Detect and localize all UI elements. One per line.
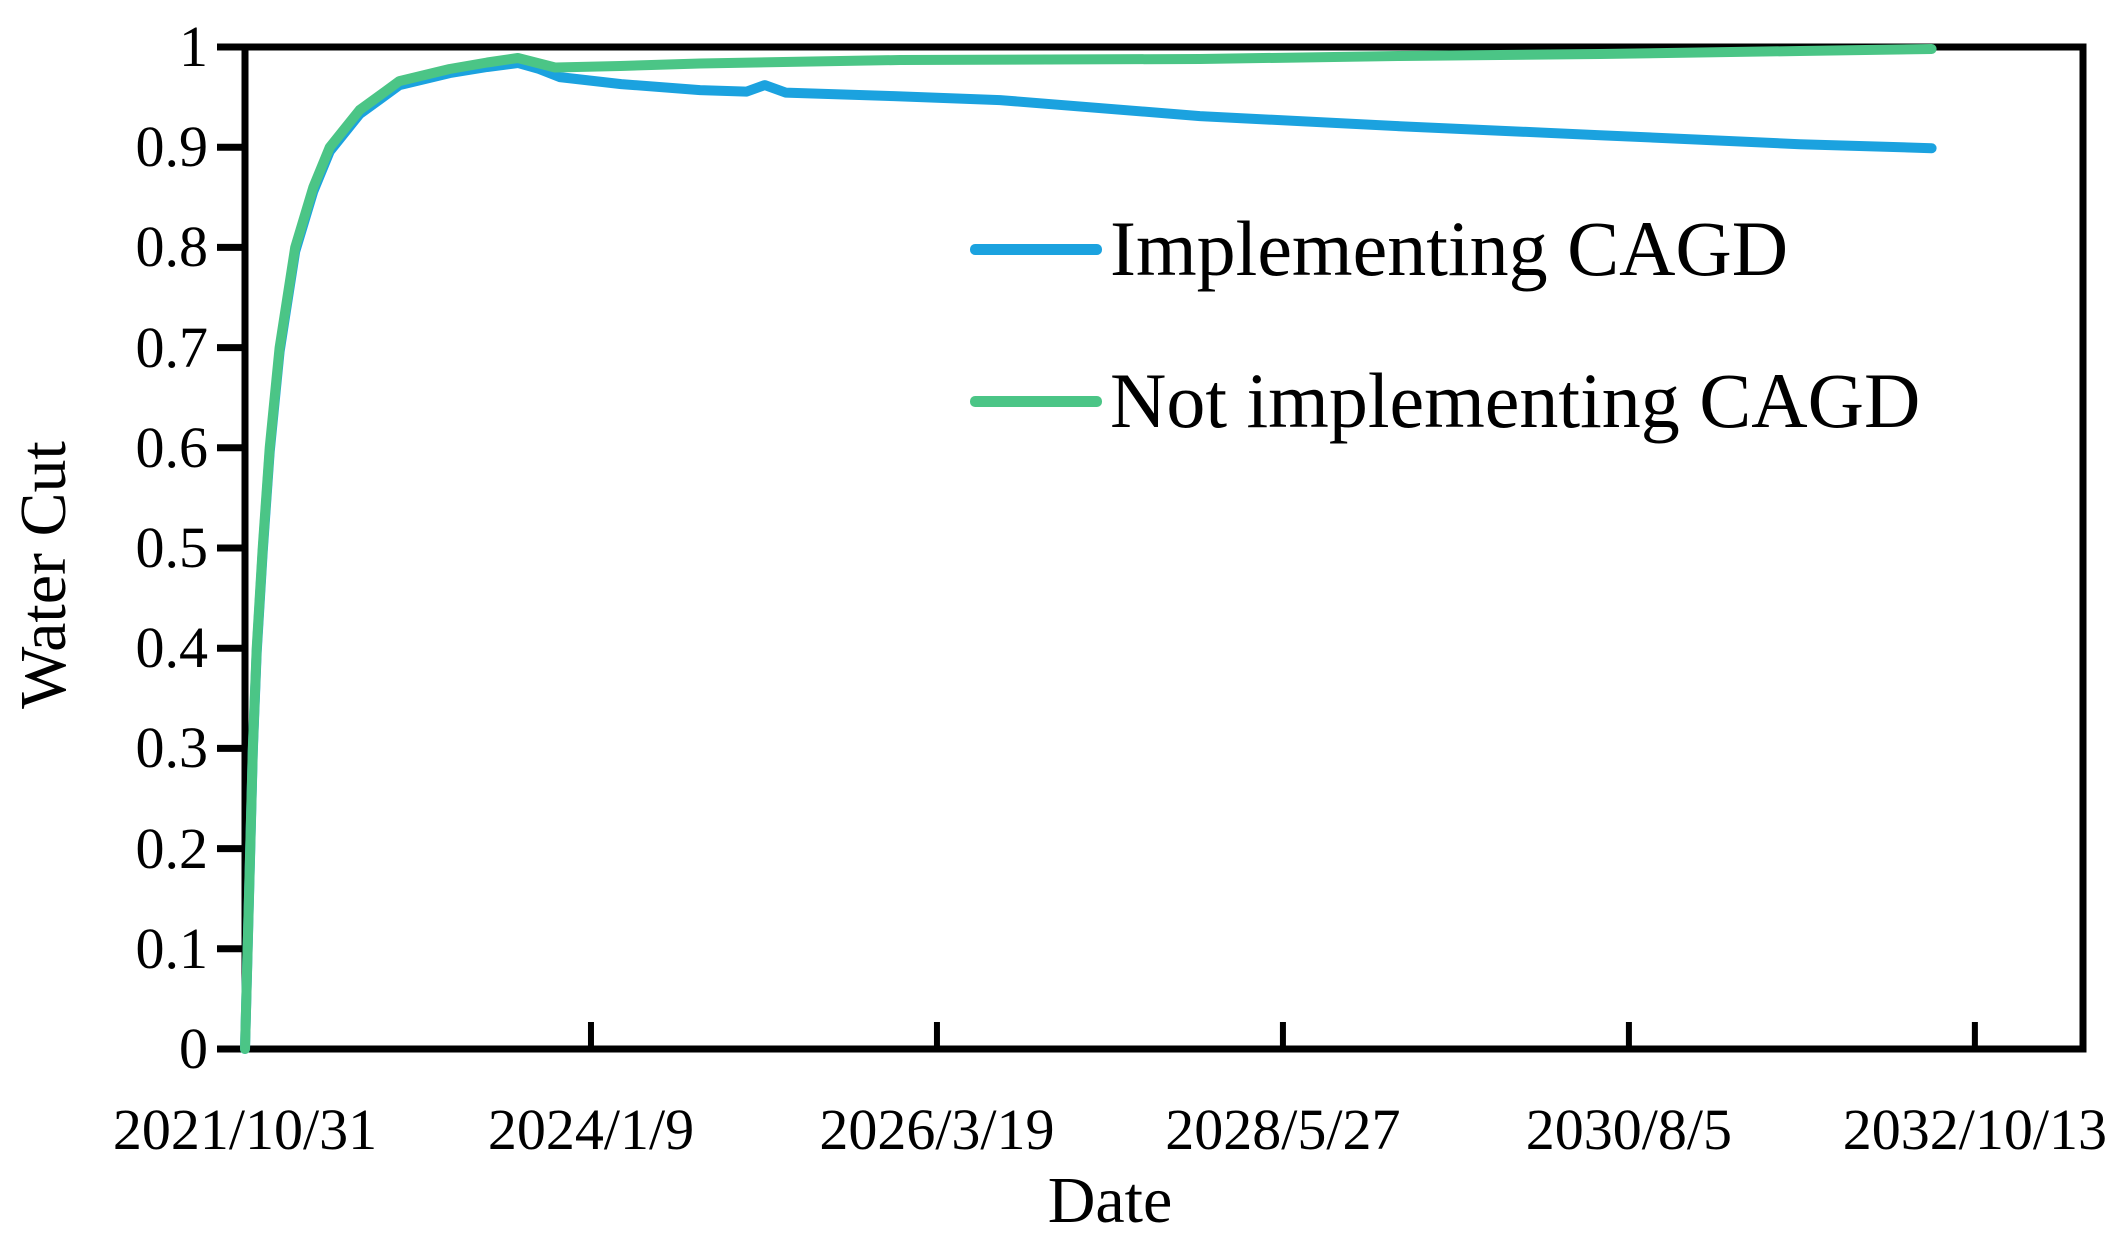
x-axis-tick-label: 2021/10/31 bbox=[112, 1097, 378, 1162]
y-axis-tick-label: 0.1 bbox=[135, 915, 209, 981]
legend-label-implementing-cagd: Implementing CAGD bbox=[1110, 205, 1789, 292]
y-axis-tick-label: 0.8 bbox=[135, 214, 209, 280]
x-axis-tick-label: 2024/1/9 bbox=[487, 1097, 695, 1162]
y-axis-tick-label: 0.7 bbox=[135, 314, 209, 380]
y-axis-tick-label: 0.2 bbox=[135, 815, 209, 881]
y-axis-tick-label: 0.6 bbox=[135, 414, 209, 480]
y-axis-tick-label: 1 bbox=[179, 14, 208, 80]
y-axis-tick-label: 0.3 bbox=[135, 715, 209, 781]
y-axis-tick-label: 0 bbox=[179, 1016, 208, 1082]
y-axis-tick-label: 0.4 bbox=[135, 615, 209, 681]
x-axis-tick-label: 2026/3/19 bbox=[819, 1097, 1055, 1162]
legend-line-sample-green bbox=[970, 395, 1102, 407]
y-axis-tick-label: 0.5 bbox=[135, 515, 209, 581]
y-axis-title: Water Cut bbox=[7, 441, 80, 709]
x-axis-tick-label: 2028/5/27 bbox=[1165, 1097, 1401, 1162]
legend-line-sample-blue bbox=[970, 243, 1102, 255]
plot-border bbox=[241, 43, 2087, 1053]
x-axis-tick-label: 2032/10/13 bbox=[1842, 1097, 2107, 1162]
legend-label-not-implementing-cagd: Not implementing CAGD bbox=[1110, 357, 1921, 444]
legend-item-not-implementing-cagd: Not implementing CAGD bbox=[970, 362, 1920, 440]
legend-item-implementing-cagd: Implementing CAGD bbox=[970, 210, 1788, 288]
x-axis-title: Date bbox=[1047, 1164, 1173, 1237]
series-line-not-implementing-cagd bbox=[240, 44, 1937, 1054]
x-axis-tick-label: 2030/8/5 bbox=[1525, 1097, 1733, 1162]
y-axis-tick-label: 0.9 bbox=[135, 114, 209, 180]
